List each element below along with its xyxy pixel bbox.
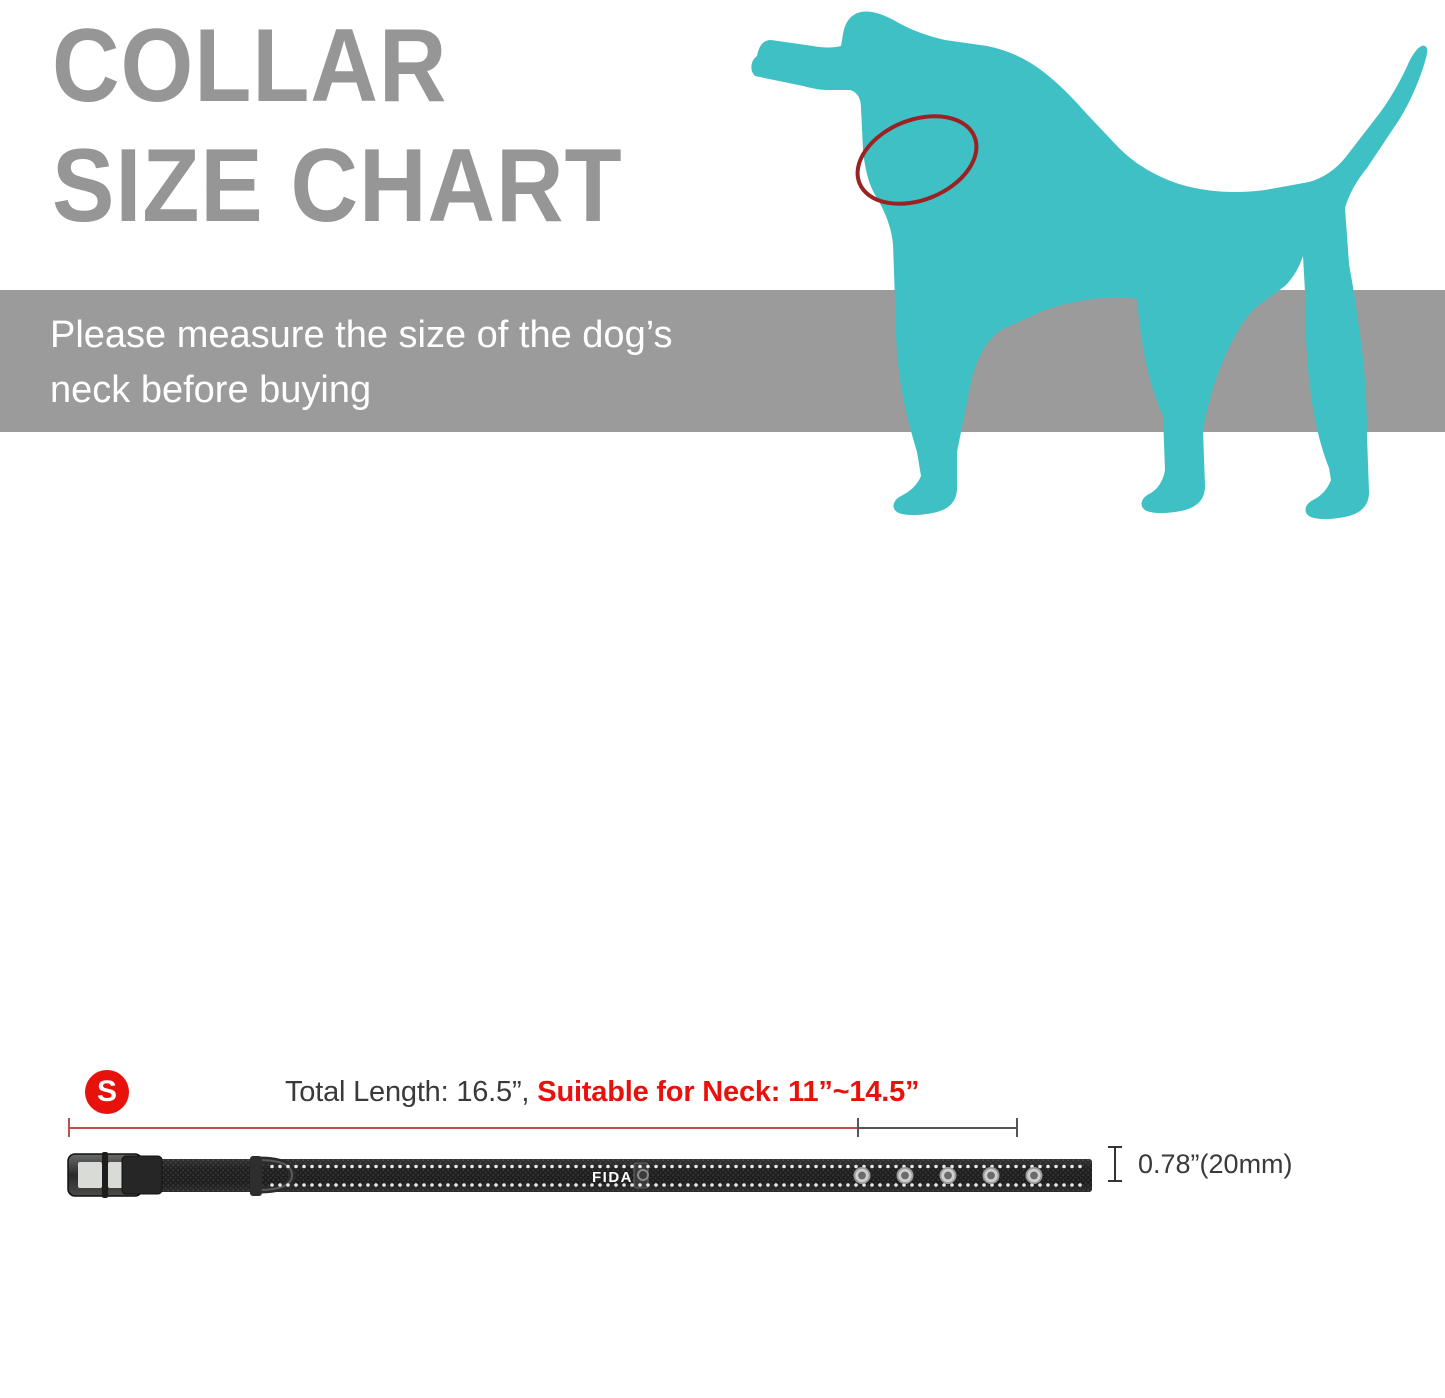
size-spec-s: Total Length: 16.5”, Suitable for Neck: 1… (285, 1076, 920, 1109)
collar-image-s: FIDA (62, 1144, 1102, 1206)
measure-rule-s (68, 1116, 1018, 1138)
d-ring-icon (250, 1156, 296, 1196)
dog-silhouette-icon (745, 11, 1445, 520)
page-title: COLLAR SIZE CHART (52, 6, 812, 246)
neck-measure-ellipse-icon (855, 114, 979, 206)
buckle-icon (67, 1152, 163, 1198)
brand-tag: FIDA (592, 1162, 649, 1189)
page-title-line-1: COLLAR (52, 8, 448, 124)
grommet-holes (853, 1167, 1043, 1184)
dog-illustration (745, 0, 1445, 520)
size-row-xl: XL Total Length: 30.5”,Suitable for Neck… (0, 1190, 1445, 1398)
page-title-line-2: SIZE CHART (52, 128, 623, 244)
instruction-text: Please measure the size of the dog’s nec… (50, 314, 673, 411)
width-dimension-s: 0.78”(20mm) (1108, 1146, 1293, 1182)
width-label-s: 0.78”(20mm) (1138, 1148, 1293, 1179)
neck-range-label-s: Suitable for Neck: 11”~14.5” (537, 1076, 920, 1108)
size-badge-s: S (85, 1070, 129, 1114)
size-row-m: M Total Length: 21”,Suitable for Neck: 1… (0, 750, 1445, 940)
size-row-l: L Total Length: 24.5”,Suitable for Neck:… (0, 975, 1445, 1175)
size-row-s: S Total Length: 16.5”, Suitable for Neck:… (0, 530, 1445, 1198)
svg-text:FIDA: FIDA (592, 1169, 633, 1186)
total-length-label-s: Total Length: 16.5”, (285, 1076, 530, 1108)
